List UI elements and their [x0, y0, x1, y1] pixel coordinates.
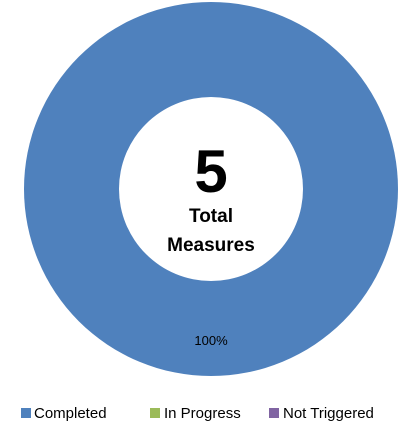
- legend-swatch-in-progress: [150, 408, 160, 418]
- total-measures-label-line1: Total: [189, 206, 233, 227]
- legend-label-completed: Completed: [34, 405, 107, 422]
- slice-label-completed: 100%: [194, 333, 228, 348]
- total-measures-label-line2: Measures: [167, 235, 255, 256]
- legend-swatch-not-triggered: [269, 408, 279, 418]
- legend-swatch-completed: [21, 408, 31, 418]
- legend: Completed In Progress Not Triggered: [21, 405, 374, 422]
- donut-hole: [119, 97, 303, 281]
- total-measures-value: 5: [194, 138, 227, 205]
- legend-label-not-triggered: Not Triggered: [283, 405, 374, 422]
- legend-label-in-progress: In Progress: [164, 405, 241, 422]
